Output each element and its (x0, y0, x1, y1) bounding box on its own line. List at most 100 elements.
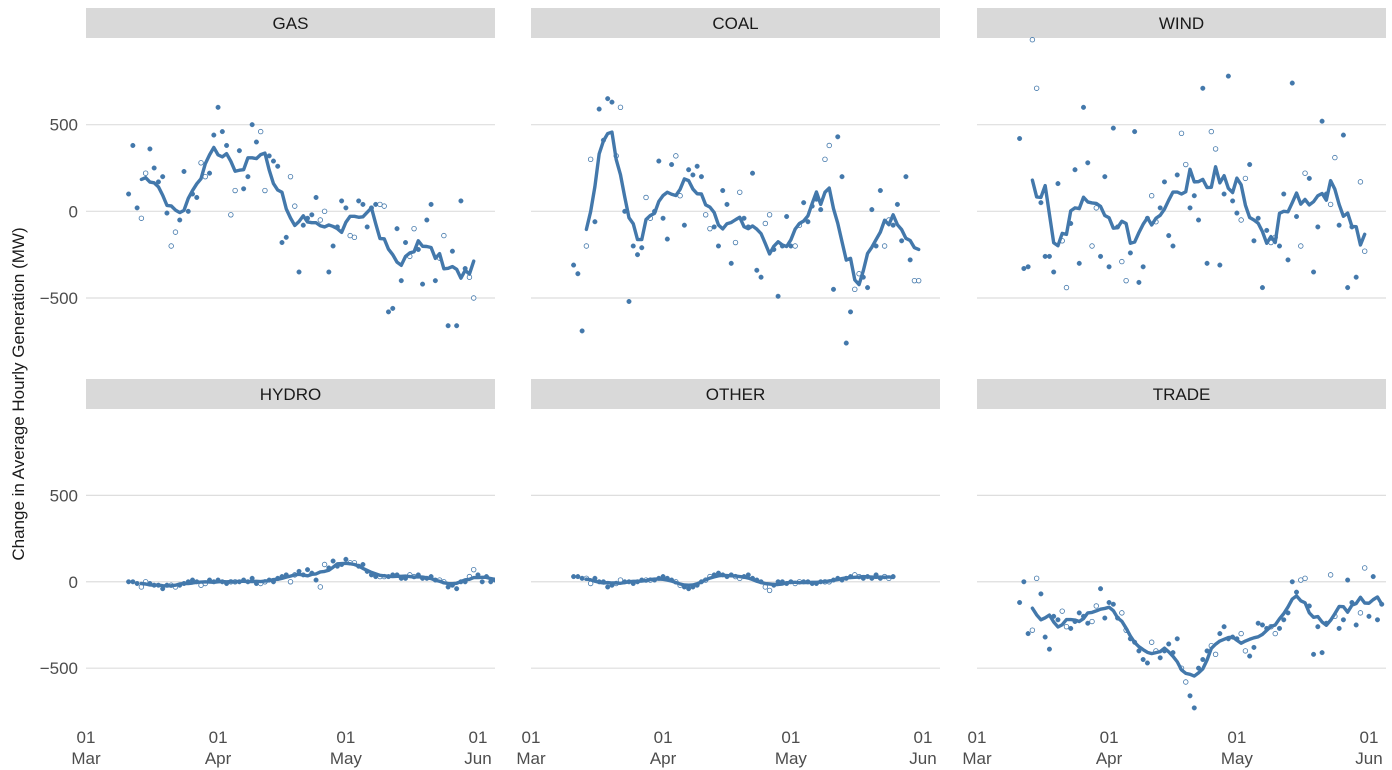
data-point (1174, 636, 1180, 642)
data-point (571, 262, 577, 268)
data-point (326, 269, 332, 275)
data-point-open (1178, 130, 1185, 137)
data-point (1294, 214, 1300, 220)
data-point-open (351, 234, 358, 241)
data-point-open (287, 173, 294, 180)
data-point-open (1212, 146, 1219, 152)
data-point (181, 168, 187, 174)
data-point (1374, 617, 1380, 623)
data-point (1345, 285, 1351, 291)
data-point (1085, 160, 1091, 166)
data-point (1102, 615, 1108, 621)
x-tick-label: 01 (968, 728, 987, 747)
data-point (1106, 264, 1112, 270)
data-point (403, 240, 409, 246)
data-point (1340, 132, 1346, 138)
data-point (130, 579, 136, 585)
facet-strip (86, 379, 495, 409)
facet-strip (86, 8, 495, 38)
data-point (249, 122, 255, 128)
data-point (784, 214, 790, 220)
data-point (1251, 644, 1257, 650)
x-tick-label: Mar (962, 749, 992, 768)
data-point (241, 186, 247, 192)
x-tick-label: Jun (1355, 749, 1382, 768)
data-point (869, 207, 875, 213)
data-point (224, 142, 230, 148)
trend-line (584, 573, 895, 587)
data-point (1311, 269, 1317, 275)
data-point-open (1327, 201, 1334, 208)
data-point (330, 558, 336, 564)
data-point-open (471, 566, 477, 573)
y-tick-label: 500 (50, 486, 78, 505)
data-point (1166, 233, 1172, 239)
data-point (454, 323, 460, 329)
data-point-open (1093, 603, 1099, 609)
data-point (215, 104, 221, 110)
x-tick-label: Apr (650, 749, 677, 768)
data-point (596, 106, 602, 112)
data-point-open (1089, 618, 1095, 625)
data-point (1200, 85, 1206, 91)
data-point-open (1183, 679, 1189, 685)
data-point (848, 309, 854, 315)
data-point (579, 328, 585, 334)
data-point (1157, 655, 1163, 661)
facet-strip-label: GAS (273, 14, 309, 33)
data-point-open (1148, 639, 1155, 645)
data-point (1255, 620, 1261, 626)
data-point (424, 217, 430, 223)
data-point (839, 174, 845, 180)
data-point (185, 208, 191, 214)
data-point-open (1123, 277, 1129, 284)
data-point-open (1033, 575, 1040, 582)
data-point-open (617, 104, 624, 111)
data-point (445, 584, 451, 590)
data-point-open (852, 286, 858, 293)
x-tick-label: May (1221, 749, 1254, 768)
data-point (686, 167, 692, 173)
data-point (1336, 222, 1342, 228)
data-point (458, 198, 464, 204)
data-point-open (1059, 608, 1065, 614)
data-point (283, 234, 289, 240)
data-point-open (1029, 627, 1036, 633)
data-point (775, 293, 781, 299)
y-tick-label: 0 (69, 573, 78, 592)
data-point (300, 222, 306, 228)
data-point-open (583, 243, 590, 249)
data-point (207, 170, 213, 176)
data-point (698, 174, 704, 180)
data-point (592, 219, 598, 225)
data-point (130, 142, 136, 148)
data-point (686, 586, 692, 592)
facet-strip-label: WIND (1159, 14, 1204, 33)
data-points (1017, 37, 1368, 291)
data-point (1038, 200, 1044, 206)
data-point (1098, 253, 1104, 259)
data-point (801, 200, 807, 206)
data-point (1166, 641, 1172, 647)
trend-line (1030, 165, 1367, 248)
data-point-open (232, 187, 238, 194)
data-point (1187, 205, 1193, 211)
data-point (1259, 622, 1265, 628)
data-point (1225, 73, 1231, 79)
data-point-open (1242, 648, 1249, 654)
data-point-open (1029, 37, 1036, 43)
data-point-open (1272, 630, 1278, 637)
data-point (694, 163, 700, 169)
data-point (1042, 634, 1048, 640)
data-point (236, 148, 242, 154)
data-point (449, 248, 455, 254)
data-point (1289, 80, 1295, 86)
data-point (1136, 279, 1142, 285)
data-point (1191, 193, 1197, 199)
data-point-open (1212, 651, 1219, 658)
data-point-open (228, 212, 234, 218)
data-point-open (381, 203, 387, 209)
data-point (690, 172, 696, 178)
data-point-open (142, 170, 149, 176)
